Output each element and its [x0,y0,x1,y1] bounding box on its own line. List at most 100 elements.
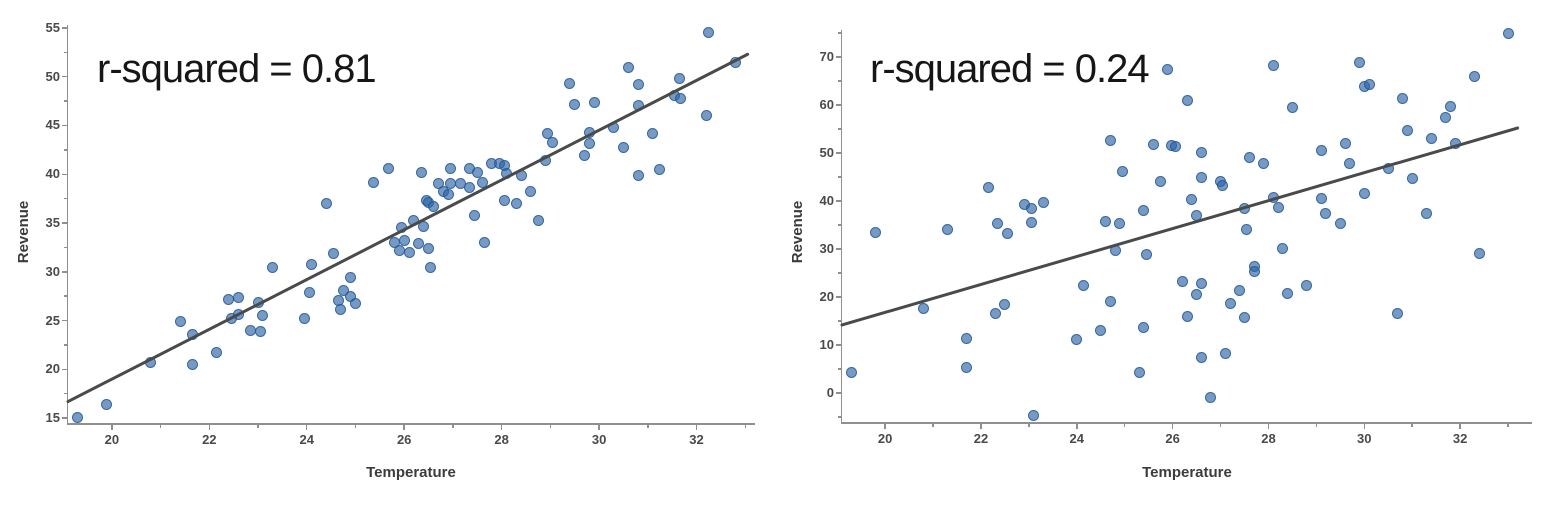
y-minor-tick [63,392,67,395]
scatter-point [427,200,439,212]
y-minor-tick [837,128,841,130]
y-minor-tick [837,176,841,178]
scatter-point [303,286,315,298]
scatter-point [539,155,551,167]
x-tick [695,424,698,430]
x-minor-tick [354,424,357,428]
x-tick-label: 28 [494,432,509,447]
scatter-point [515,169,527,181]
x-tick [403,424,405,430]
scatter-point [1191,209,1203,221]
scatter-point [1354,57,1365,69]
y-tick [61,124,67,127]
scatter-point [703,27,715,39]
scatter-point [1205,392,1217,403]
scatter-point [1224,298,1236,310]
scatter-point [1195,146,1207,158]
y-tick [61,319,67,322]
y-tick [61,417,67,419]
scatter-point [267,262,279,274]
scatter-point [145,357,157,369]
scatter-point [423,242,435,254]
scatter-point [525,186,537,198]
y-tick-label: 10 [819,337,834,353]
scatter-point [632,79,644,90]
scatter-point [617,142,629,154]
x-tick [111,424,113,430]
x-axis-title: Temperature [366,464,456,481]
scatter-point [1078,280,1090,292]
scatter-point [1363,78,1375,90]
scatter-point [469,209,481,221]
scatter-point [647,127,659,139]
scatter-point [632,100,644,112]
y-tick-label: 55 [45,19,60,35]
y-tick [61,222,67,224]
scatter-point [1138,204,1150,216]
scatter-point [1406,172,1418,184]
scatter-point [349,298,361,310]
y-tick [835,392,841,394]
scatter-point [1241,223,1253,235]
y-minor-tick [837,320,841,322]
scatter-point [999,299,1011,311]
y-minor-tick [63,344,67,346]
scatter-point [1181,94,1193,106]
y-tick [835,200,841,202]
scatter-point [1100,215,1112,227]
scatter-point [1195,171,1207,183]
r-squared-annotation: r-squared = 0.24 [870,47,1150,91]
x-axis [840,422,1532,424]
scatter-point [961,332,973,344]
scatter-point [1109,244,1121,256]
scatter-point [1147,138,1159,150]
scatter-point [367,176,379,188]
scatter-point [1449,137,1461,149]
x-minor-tick [744,424,746,428]
scatter-point [982,181,994,193]
scatter-point [1239,311,1250,323]
scatter-point [532,214,544,226]
y-minor-tick [837,272,841,274]
scatter-point [1140,248,1152,260]
scatter-point [941,223,953,235]
y-tick [835,248,841,250]
x-tick-label: 32 [689,432,704,447]
scatter-point [398,235,410,247]
y-tick-label: 50 [45,68,60,84]
scatter-point [345,272,357,284]
y-tick [835,56,841,58]
y-tick-label: 40 [45,166,60,182]
scatter-point [1286,102,1298,114]
scatter-point [564,78,576,90]
scatter-point [1473,248,1485,260]
x-axis [66,423,755,425]
scatter-point [233,309,245,321]
scatter-chart-left: r-squared = 0.81 Revenue Temperature 20 2… [0,0,770,506]
x-tick-label: 20 [104,432,120,447]
scatter-point [1258,158,1270,170]
x-tick-label: 24 [1069,431,1085,446]
x-minor-tick [647,424,649,428]
scatter-point [1195,351,1207,363]
y-tick [835,104,841,106]
scatter-point [632,169,644,181]
scatter-point [1104,296,1116,308]
scatter-point [1186,194,1198,206]
x-minor-tick [1219,423,1222,427]
y-tick-label: 35 [45,215,60,231]
scatter-point [476,176,488,188]
scatter-point [320,198,332,209]
scatter-point [961,361,973,373]
scatter-point [1382,162,1394,174]
scatter-point [654,163,666,175]
y-minor-tick [63,295,67,297]
scatter-point [1272,201,1284,213]
scatter-point [442,189,454,201]
y-tick-label: 20 [45,361,60,377]
x-minor-tick [1123,423,1126,427]
x-tick [500,424,503,430]
y-axis-title: Revenue [15,200,32,264]
scatter-point [1025,203,1037,215]
y-tick-label: 50 [819,144,834,160]
